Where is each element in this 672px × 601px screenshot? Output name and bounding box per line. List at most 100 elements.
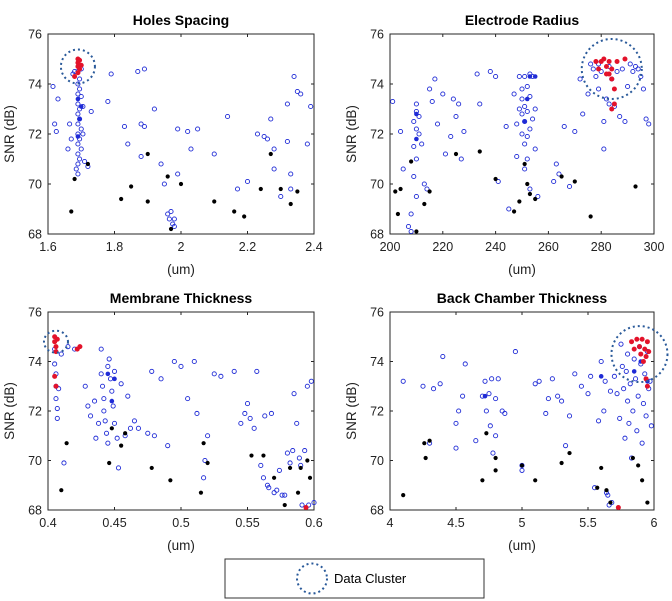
data-point-blue-filled [532, 74, 538, 79]
data-point-open [75, 81, 81, 87]
data-point-open [634, 428, 640, 434]
data-point-open [75, 91, 81, 97]
data-point-open [630, 408, 636, 414]
data-point-open [218, 373, 224, 379]
data-point-filled [640, 478, 645, 483]
data-point-open [78, 93, 84, 100]
data-point-open [462, 361, 468, 367]
data-point-filled [477, 149, 482, 154]
data-point-open [400, 166, 406, 172]
data-point-open [545, 396, 551, 402]
data-point-open [274, 487, 280, 493]
y-tick-label: 74 [370, 78, 384, 92]
data-point-filled [201, 441, 206, 446]
plot-area [389, 33, 655, 235]
data-point-open [405, 223, 412, 230]
data-point-open [278, 193, 284, 200]
data-point-filled [69, 209, 74, 214]
data-point-filled [423, 455, 428, 461]
data-point-open [271, 146, 277, 152]
data-point-open [437, 381, 443, 387]
data-point-open [596, 418, 602, 424]
data-point-open [429, 98, 435, 105]
data-point-open [572, 128, 578, 135]
data-point-open [264, 136, 271, 142]
data-point-open [52, 121, 58, 127]
data-point-filled [608, 500, 613, 505]
data-point-blue-filled [78, 104, 84, 109]
data-point-open [75, 101, 81, 107]
data-point-open [188, 146, 194, 152]
data-point-open [306, 502, 312, 508]
data-point-open [254, 131, 261, 137]
y-tick-label: 76 [28, 306, 42, 320]
data-point-open [75, 161, 81, 167]
data-point-open [578, 383, 584, 389]
data-point-open [195, 126, 201, 132]
data-point-open [555, 393, 561, 399]
data-point-open [626, 420, 632, 426]
data-point-open [251, 425, 257, 431]
data-point-open [614, 391, 620, 397]
data-point-open [619, 363, 625, 370]
data-point-highlight [601, 56, 607, 62]
y-tick-label: 68 [370, 504, 384, 518]
data-point-open [474, 71, 480, 77]
data-point-highlight [643, 354, 649, 360]
x-tick-label: 0.55 [235, 516, 259, 530]
x-tick-label: 0.4 [39, 516, 56, 530]
data-point-open [413, 156, 419, 162]
data-point-open [106, 356, 112, 362]
data-point-open [261, 133, 267, 140]
data-point-open [495, 178, 501, 185]
legend-label: Data Cluster [334, 571, 407, 586]
y-tick-label: 76 [28, 28, 42, 42]
data-point-open [291, 73, 297, 80]
x-tick-label: 2.4 [305, 240, 322, 254]
data-point-open [456, 408, 462, 414]
plot-area [47, 311, 315, 511]
data-point-filled [559, 174, 564, 179]
y-tick-label: 68 [28, 504, 42, 518]
x-tick-label: 4 [387, 516, 394, 530]
data-point-open [65, 146, 71, 152]
x-tick-label: 4.5 [447, 516, 464, 530]
data-point-open [135, 68, 141, 75]
data-point-open [420, 383, 426, 389]
data-point-open [553, 161, 559, 167]
y-tick-label: 74 [28, 78, 42, 92]
data-point-open [105, 363, 111, 370]
data-point-blue-filled [524, 96, 530, 102]
data-point-highlight [609, 106, 615, 112]
data-point-filled [511, 209, 517, 214]
data-point-filled [145, 199, 150, 204]
data-point-open [262, 413, 268, 419]
data-point-open [311, 500, 317, 506]
data-point-open [632, 376, 639, 382]
data-point-open [622, 118, 628, 125]
data-point-highlight [593, 59, 599, 64]
data-point-open [640, 86, 646, 92]
data-point-open [489, 376, 495, 382]
y-tick-label: 68 [28, 228, 42, 242]
data-point-open [482, 378, 488, 384]
data-point-highlight [603, 64, 609, 69]
data-point-open [602, 378, 608, 384]
data-point-open [631, 356, 637, 362]
data-cluster-ring [580, 38, 643, 100]
data-point-open [224, 113, 231, 120]
legend-cluster-icon [296, 562, 328, 595]
y-axis-label: SNR (dB) [2, 382, 17, 440]
data-point-open [282, 492, 288, 498]
data-point-open [503, 123, 509, 130]
data-point-open [639, 440, 645, 446]
y-tick-label: 70 [370, 454, 384, 468]
data-point-open [427, 86, 433, 92]
data-point-open [276, 467, 282, 473]
data-point-open [95, 420, 102, 426]
data-point-open [535, 193, 541, 200]
y-tick-label: 70 [370, 178, 384, 192]
data-point-open [75, 171, 81, 177]
data-point-filled [493, 176, 498, 182]
data-point-highlight [611, 101, 617, 107]
